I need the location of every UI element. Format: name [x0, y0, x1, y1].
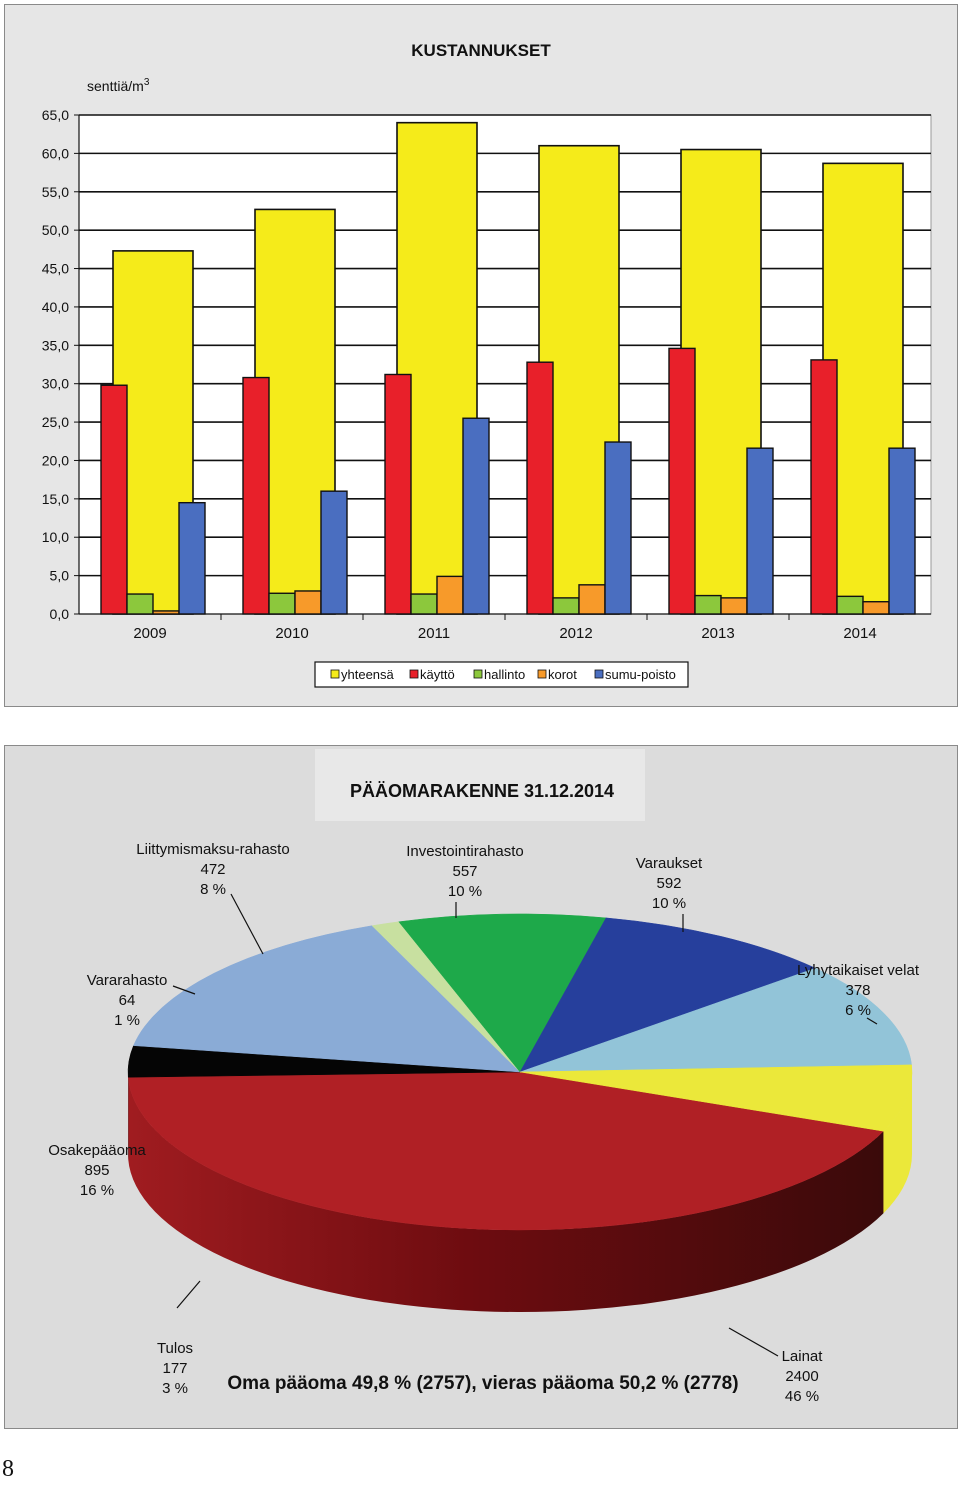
x-axis-tick-labels: 2009 2010 2011 2012 2013 2014 — [133, 625, 876, 642]
y-tick-label: 25,0 — [42, 414, 69, 430]
pie-label-Vararahasto: Vararahasto 64 1 % — [87, 972, 168, 1029]
bar-käyttö-2009 — [100, 384, 128, 615]
bar-käyttö-2010 — [242, 376, 270, 615]
bar-korot-2011 — [436, 575, 464, 615]
legend-label-hallinto: hallinto — [484, 667, 525, 682]
leader-Vararahasto — [172, 985, 196, 995]
cost-bar-chart-panel: KUSTANNUKSET senttiä/m3 0,0 5,0 10,0 15,0 20… — [4, 4, 958, 707]
bar-sumu-poisto-2012 — [604, 441, 632, 615]
bar-sumu-poisto-2010 — [320, 490, 348, 615]
pie-side-walls — [128, 1072, 912, 1313]
bar-korot-2010 — [294, 590, 322, 615]
bar-käyttö-2014 — [810, 359, 838, 615]
y-tick-label: 10,0 — [42, 529, 69, 545]
pie-title-box — [315, 749, 645, 821]
pie-side-Lyhytaikaiset velat — [883, 1072, 912, 1214]
legend-label-sumu-poisto: sumu-poisto — [605, 667, 676, 682]
pie-slice-Lainat — [127, 1071, 884, 1231]
x-tick-label: 2014 — [843, 625, 876, 642]
x-tick-label: 2011 — [418, 625, 450, 642]
y-tick-label: 15,0 — [42, 491, 69, 507]
bar-käyttö-2011 — [384, 373, 412, 615]
bar-hallinto-2010 — [268, 592, 296, 615]
bar-korot-2013 — [720, 597, 748, 615]
legend-label-käyttö: käyttö — [420, 667, 455, 682]
bar-chart-legend: yhteensä käyttö hallinto korot sumu-poisto — [314, 661, 689, 688]
y-tick-label: 45,0 — [42, 261, 69, 277]
pie-equity-summary: Oma pääoma 49,8 % (2757), vieras pääoma … — [227, 1373, 738, 1394]
bar-hallinto-2011 — [410, 593, 438, 615]
capital-structure-pie-chart: PÄÄOMARAKENNE 31.12.2014 Lainat 2400 46 % T… — [48, 749, 920, 1405]
bar-sumu-poisto-2013 — [746, 447, 774, 615]
legend-swatch-sumu-poisto — [594, 669, 604, 679]
y-tick-label: 40,0 — [42, 299, 69, 315]
y-tick-label: 55,0 — [42, 184, 69, 200]
capital-structure-pie-panel: PÄÄOMARAKENNE 31.12.2014 Lainat 2400 46 % T… — [4, 745, 958, 1429]
bar-hallinto-2009 — [126, 593, 154, 615]
bar-chart-bars — [100, 121, 916, 615]
leader-Lyhytaikaiset velat — [866, 1017, 878, 1025]
y-tick-label: 60,0 — [42, 145, 69, 161]
leader-Lainat — [728, 1327, 779, 1357]
bar-hallinto-2012 — [552, 597, 580, 615]
legend-swatch-hallinto — [473, 669, 483, 679]
pie-slice-Investointirahasto — [519, 917, 817, 1073]
bar-korot-2009 — [152, 610, 180, 615]
page-number: 8 — [2, 1456, 14, 1482]
pie-side-Lainat — [128, 1077, 884, 1313]
bar-chart-title: KUSTANNUKSET — [411, 41, 551, 60]
bar-hallinto-2013 — [694, 594, 722, 615]
leader-Liittymismaksu-rahasto — [230, 893, 264, 955]
bar-hallinto-2014 — [836, 595, 864, 615]
pie-label-Osakepääoma: Osakepääoma 895 16 % — [48, 1142, 146, 1199]
pie-leader-lines — [172, 893, 878, 1357]
bar-sumu-poisto-2014 — [888, 447, 916, 615]
pie-slice-Osakepääoma — [133, 925, 521, 1073]
x-tick-label: 2012 — [559, 625, 592, 642]
y-axis-tick-labels: 0,0 5,0 10,0 15,0 20,0 25,0 30,0 35,0 40,0 45,0 50… — [42, 107, 69, 622]
legend-swatch-yhteensä — [330, 669, 340, 679]
legend-swatch-käyttö — [409, 669, 419, 679]
plot-area — [78, 114, 932, 615]
pie-label-Varaukset: Varaukset 592 10 % — [636, 855, 703, 912]
cost-bar-chart: KUSTANNUKSET senttiä/m3 0,0 5,0 10,0 15,0 20… — [42, 41, 932, 688]
y-axis-unit-label: senttiä/m3 — [87, 77, 150, 94]
pie-slice-Lyhytaikaiset velat — [519, 1064, 913, 1132]
x-tick-label: 2009 — [133, 625, 166, 642]
y-tick-label: 5,0 — [50, 568, 70, 584]
bar-korot-2012 — [578, 584, 606, 615]
bar-korot-2014 — [862, 601, 890, 615]
pie-label-Lainat: Lainat 2400 46 % — [782, 1348, 824, 1405]
pie-label-Liittymismaksu-rahasto: Liittymismaksu-rahasto 472 8 % — [136, 841, 289, 898]
y-tick-label: 0,0 — [50, 606, 70, 622]
pie-slice-Liittymismaksu-rahasto — [398, 913, 607, 1073]
pie-slices — [127, 913, 913, 1231]
pie-label-Investointirahasto: Investointirahasto 557 10 % — [406, 843, 524, 900]
bar-käyttö-2012 — [526, 361, 554, 615]
bar-sumu-poisto-2009 — [178, 501, 206, 615]
y-tick-label: 65,0 — [42, 107, 69, 123]
legend-swatch-korot — [537, 669, 547, 679]
y-tick-label: 50,0 — [42, 222, 69, 238]
legend-label-yhteensä: yhteensä — [341, 667, 395, 682]
y-tick-label: 30,0 — [42, 376, 69, 392]
y-tick-label: 20,0 — [42, 452, 69, 468]
leader-Tulos — [176, 1280, 201, 1309]
pie-chart-title: PÄÄOMARAKENNE 31.12.2014 — [350, 781, 614, 801]
bar-sumu-poisto-2011 — [462, 417, 490, 615]
pie-slice-Varaukset — [519, 967, 912, 1073]
legend-label-korot: korot — [548, 667, 577, 682]
x-tick-label: 2013 — [701, 625, 734, 642]
bar-käyttö-2013 — [668, 347, 696, 615]
pie-label-Lyhytaikaiset velat: Lyhytaikaiset velat 378 6 % — [797, 962, 920, 1019]
pie-slice-labels: Lainat 2400 46 % Tulos 177 3 % Osakepääoma 895 1… — [48, 841, 920, 1405]
x-tick-label: 2010 — [275, 625, 308, 642]
legend-box — [314, 661, 689, 688]
bar-chart-gridlines — [74, 114, 932, 620]
pie-label-Tulos: Tulos 177 3 % — [157, 1340, 193, 1397]
y-tick-label: 35,0 — [42, 337, 69, 353]
